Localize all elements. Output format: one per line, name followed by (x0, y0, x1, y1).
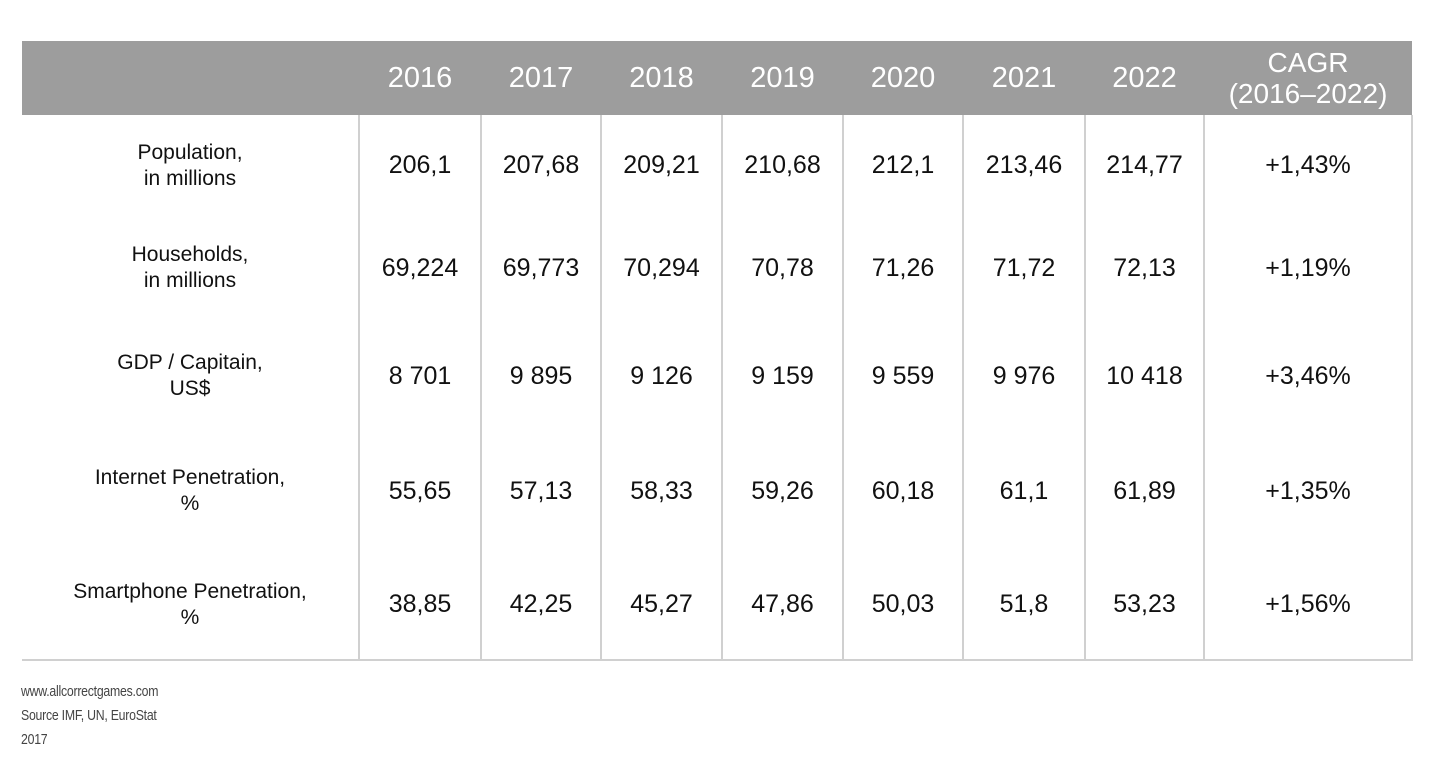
row-label: GDP / Capitain, US$ (22, 320, 359, 432)
header-row: 2016 2017 2018 2019 2020 2021 2022 CAGR … (22, 41, 1412, 115)
table-row: Smartphone Penetration,% 38,85 42,25 45,27 4… (22, 550, 1413, 661)
value-cell: 9 159 (721, 320, 843, 432)
table-row: Population, in millions 206,1 207,68 209,21 2… (22, 115, 1413, 216)
table-body: Population, in millions 206,1 207,68 209,21 2… (22, 115, 1413, 661)
row-label-line1: Smartphone Penetration, (73, 579, 307, 603)
value-cell: 71,26 (842, 216, 963, 320)
table-row: Internet Penetration,% 55,65 57,13 58,33 59,… (22, 432, 1413, 550)
header-year: 2019 (750, 61, 815, 94)
value-cell: 50,03 (842, 550, 963, 661)
header-year: 2021 (991, 61, 1057, 94)
row-label: Households, in millions (22, 216, 359, 320)
row-label-line1: Households, (131, 243, 249, 266)
value-cell: 58,33 (600, 432, 722, 550)
value-cell: 69,224 (358, 216, 481, 320)
cagr-cell: +1,35% (1203, 432, 1413, 550)
value-cell: 206,1 (358, 115, 481, 216)
row-label-line1: GDP / Capitain, (117, 351, 263, 374)
data-table: 2016 2017 2018 2019 2020 2021 2022 CAGR … (22, 41, 1413, 661)
value-cell: 210,68 (721, 115, 843, 216)
footer-website: www.allcorrectgames.com (21, 683, 159, 700)
value-cell: 38,85 (358, 550, 481, 661)
header-year: 2020 (870, 61, 936, 94)
row-label: Smartphone Penetration,% (22, 550, 359, 661)
header-cagr-line1: CAGR (1267, 47, 1349, 78)
value-cell: 55,65 (358, 432, 481, 550)
row-label-line1: Internet Penetration, (94, 466, 286, 489)
value-cell: 212,1 (842, 115, 963, 216)
row-label: Internet Penetration,% (22, 432, 359, 550)
footer: www.allcorrectgames.com Source IMF, UN, … (21, 680, 158, 752)
header-cagr: CAGR (2016–2022) (1204, 41, 1412, 115)
value-cell: 47,86 (721, 550, 843, 661)
cagr-cell: +3,46% (1203, 320, 1413, 432)
value-cell: 57,13 (480, 432, 601, 550)
value-cell: 70,294 (600, 216, 722, 320)
row-label-line1: Population, (137, 140, 243, 164)
cagr-cell: +1,56% (1203, 550, 1413, 661)
value-cell: 10 418 (1084, 320, 1204, 432)
value-cell: 51,8 (962, 550, 1085, 661)
header-year: 2022 (1112, 61, 1177, 94)
value-cell: 42,25 (480, 550, 601, 661)
row-label-line2: % (180, 492, 200, 515)
value-cell: 61,1 (962, 432, 1085, 550)
header-year: 2018 (629, 61, 694, 94)
row-label: Population, in millions (22, 115, 359, 216)
row-label-line2: in millions (143, 269, 237, 292)
row-label-line2: % (180, 605, 200, 629)
value-cell: 9 976 (962, 320, 1085, 432)
value-cell: 69,773 (480, 216, 601, 320)
footer-year: 2017 (21, 731, 48, 748)
value-cell: 214,77 (1084, 115, 1204, 216)
header-year: 2017 (508, 61, 574, 94)
value-cell: 71,72 (962, 216, 1085, 320)
value-cell: 9 895 (480, 320, 601, 432)
value-cell: 8 701 (358, 320, 481, 432)
value-cell: 60,18 (842, 432, 963, 550)
cagr-cell: +1,19% (1203, 216, 1413, 320)
value-cell: 207,68 (480, 115, 601, 216)
value-cell: 59,26 (721, 432, 843, 550)
row-label-line2: in millions (143, 166, 237, 190)
value-cell: 9 559 (842, 320, 963, 432)
table-row: GDP / Capitain, US$ 8 701 9 895 9 126 9 159 9 … (22, 320, 1413, 432)
header-cagr-line2: (2016–2022) (1228, 78, 1388, 109)
value-cell: 53,23 (1084, 550, 1204, 661)
data-table-container: 2016 2017 2018 2019 2020 2021 2022 CAGR … (22, 41, 1413, 661)
value-cell: 9 126 (600, 320, 722, 432)
value-cell: 45,27 (600, 550, 722, 661)
value-cell: 209,21 (600, 115, 722, 216)
value-cell: 72,13 (1084, 216, 1204, 320)
value-cell: 70,78 (721, 216, 843, 320)
row-label-line2: US$ (169, 377, 211, 400)
table-row: Households, in millions 69,224 69,773 70,294… (22, 216, 1413, 320)
header-empty-cell (22, 41, 359, 115)
header-year: 2016 (387, 61, 453, 94)
cagr-cell: +1,43% (1203, 115, 1413, 216)
value-cell: 61,89 (1084, 432, 1204, 550)
value-cell: 213,46 (962, 115, 1085, 216)
footer-source: Source IMF, UN, EuroStat (21, 707, 157, 724)
